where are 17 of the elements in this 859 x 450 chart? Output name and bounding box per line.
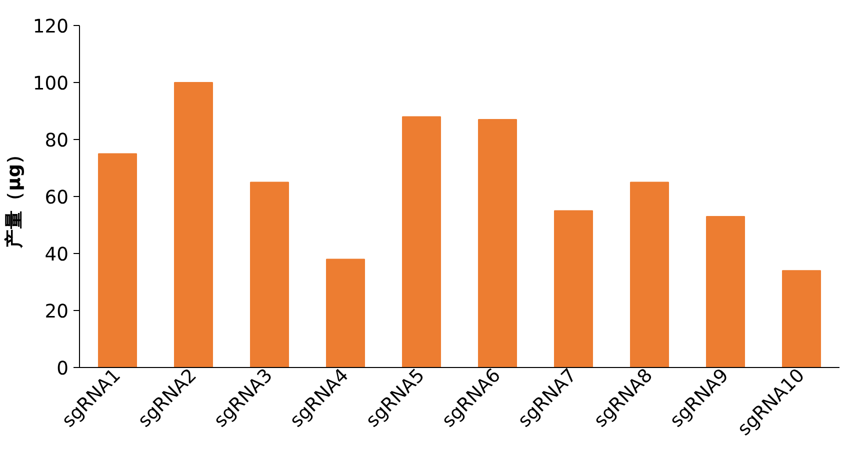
y-axis-title: 产量（μg）	[2, 144, 25, 250]
bar	[706, 216, 745, 368]
bar	[478, 119, 517, 368]
y-tick-label: 100	[32, 74, 68, 94]
bar	[554, 210, 593, 368]
y-tick-label: 20	[44, 302, 69, 322]
y-tick-label: 60	[44, 188, 69, 208]
bar	[326, 258, 365, 368]
y-tick-label: 120	[32, 16, 68, 38]
bar	[250, 182, 289, 368]
bar	[402, 116, 441, 368]
y-tick-label: 40	[44, 244, 69, 266]
bar	[630, 182, 669, 368]
bar	[98, 153, 137, 368]
bar	[174, 82, 213, 368]
bar	[782, 270, 821, 368]
y-tick-label: 80	[44, 130, 69, 152]
